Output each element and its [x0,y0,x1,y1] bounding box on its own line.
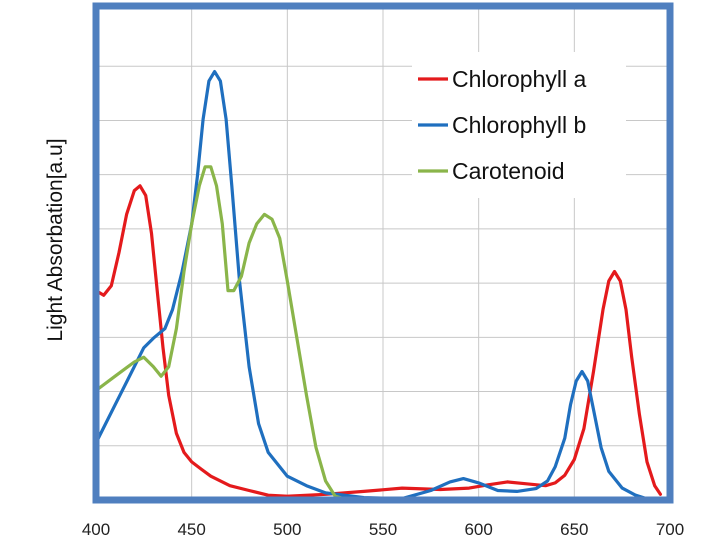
series-lines [94,70,672,502]
series-line-chlorophyll-a [94,184,662,498]
legend: Chlorophyll a Chlorophyll b Carotenoid [418,66,586,184]
x-tick-label: 650 [560,520,588,539]
grid-lines [96,6,670,500]
x-tick-label: 400 [82,520,110,539]
legend-label: Chlorophyll a [452,66,586,92]
x-tick-labels: 400 450 500 550 600 650 700 [82,520,684,539]
plot-frame [92,2,674,504]
x-tick-label: 500 [273,520,301,539]
x-tick-label: 600 [464,520,492,539]
y-axis-label: Light Absorbation[a.u] [44,138,67,341]
x-tick-label: 700 [656,520,684,539]
series-line-carotenoid [94,165,672,502]
legend-label: Chlorophyll b [452,112,586,138]
legend-label: Carotenoid [452,158,565,184]
x-tick-label: 450 [177,520,205,539]
x-tick-label: 550 [369,520,397,539]
